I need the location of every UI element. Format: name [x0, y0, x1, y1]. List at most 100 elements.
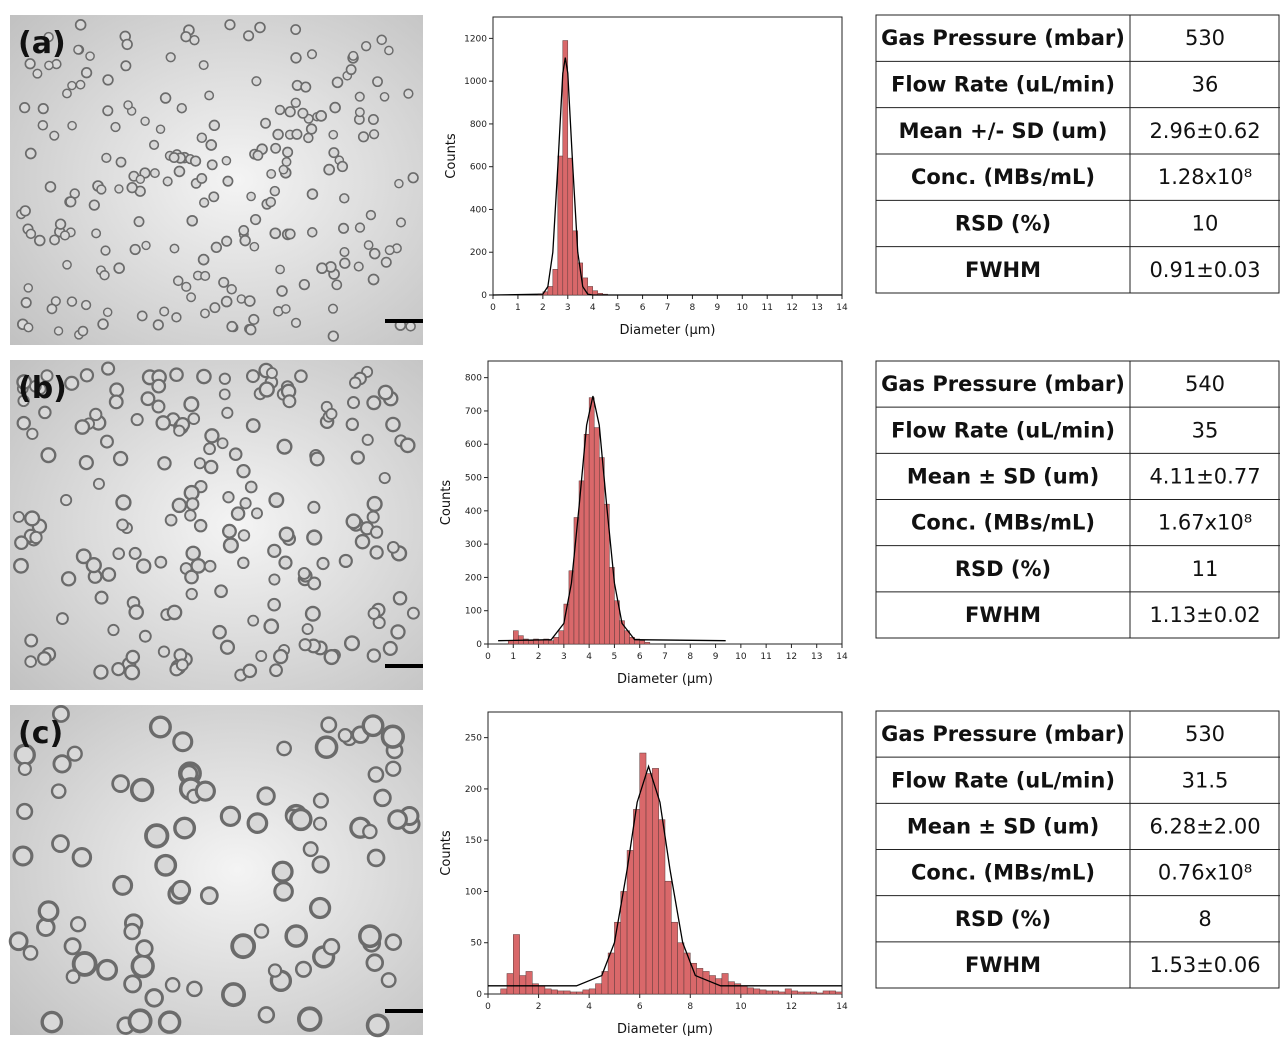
bubble	[196, 132, 208, 144]
y-tick-label: 0	[476, 640, 482, 650]
scale-bar	[385, 664, 423, 668]
bubble	[53, 326, 64, 336]
y-tick-label: 200	[465, 785, 482, 795]
bubble	[316, 262, 328, 275]
bubble	[96, 958, 119, 981]
table-value: 8	[1198, 907, 1211, 931]
bubble	[212, 624, 227, 640]
bubble	[369, 525, 384, 539]
bubble	[16, 802, 34, 821]
bubble	[181, 281, 192, 292]
bubble	[226, 284, 237, 295]
bubble	[80, 67, 93, 79]
bubble	[385, 416, 401, 433]
histogram-bar	[829, 990, 836, 995]
x-tick-label: 14	[836, 652, 848, 662]
histogram-bar	[740, 985, 748, 995]
bubble	[22, 945, 39, 961]
bubble	[307, 500, 321, 514]
table-value: 530	[1185, 722, 1225, 746]
histogram-bar	[822, 990, 830, 995]
bubble	[284, 924, 309, 948]
bubble	[304, 605, 321, 622]
histogram-bar	[778, 991, 786, 995]
histogram-bar	[759, 989, 767, 995]
bubble	[67, 120, 77, 131]
bubble	[94, 590, 109, 605]
bubble	[144, 988, 164, 1008]
bubble	[290, 52, 302, 64]
bubble	[403, 88, 414, 99]
bubble	[151, 399, 166, 414]
histogram-bar	[563, 990, 571, 995]
bubble	[219, 805, 242, 828]
bubble	[366, 648, 382, 663]
bubble	[345, 417, 359, 432]
bubble	[120, 60, 132, 72]
histogram-bar	[626, 850, 634, 995]
bubble	[12, 510, 25, 523]
histogram-bar	[746, 987, 754, 995]
y-tick-label: 100	[465, 887, 482, 897]
x-tick-label: 6	[637, 652, 643, 662]
table-key: Flow Rate (uL/min)	[891, 418, 1115, 442]
bubble	[205, 139, 218, 151]
bubble	[123, 922, 141, 941]
histogram-bar	[557, 155, 564, 296]
bubble	[157, 645, 171, 658]
panel-label: (c)	[18, 716, 63, 751]
bubble	[395, 217, 407, 228]
bubble	[204, 90, 215, 101]
bubble	[210, 241, 223, 254]
bubble	[19, 205, 31, 217]
bubble	[123, 100, 133, 110]
y-tick-label: 0	[476, 990, 482, 1000]
bubble	[203, 442, 216, 456]
bubble	[366, 395, 382, 411]
x-tick-label: 0	[490, 303, 496, 313]
bubble	[362, 823, 378, 840]
bubble	[50, 783, 67, 800]
bubble	[111, 662, 126, 677]
histogram-bar	[803, 991, 811, 995]
bubble	[62, 88, 72, 99]
bubble	[108, 394, 124, 410]
bubble	[338, 553, 353, 569]
bubble	[327, 303, 339, 314]
bubble	[245, 324, 257, 336]
bubble	[224, 19, 236, 31]
bubble	[354, 533, 371, 550]
histogram-bar	[671, 921, 678, 995]
bubble	[85, 51, 95, 61]
bubble	[69, 916, 87, 933]
histogram-bar	[816, 992, 824, 995]
bubble	[251, 76, 262, 87]
bubble	[44, 181, 57, 193]
bubble	[275, 264, 285, 275]
histogram-bar	[639, 640, 646, 645]
bubble	[392, 590, 408, 606]
bubble	[152, 319, 164, 331]
bubble	[128, 604, 145, 620]
bubble	[43, 31, 54, 43]
y-axis-label: Counts	[439, 830, 454, 876]
bubble	[159, 92, 172, 104]
bubble	[230, 933, 257, 960]
bubble	[110, 121, 121, 133]
bubble	[378, 471, 391, 485]
bubble	[129, 777, 155, 803]
bubble	[189, 34, 200, 46]
table-key: Flow Rate (uL/min)	[891, 73, 1115, 97]
bubble	[148, 715, 172, 739]
table-value: 31.5	[1182, 768, 1229, 792]
bubble	[112, 874, 134, 896]
bubble	[169, 243, 180, 254]
bubble	[405, 321, 416, 332]
bubble	[309, 451, 325, 467]
x-tick-label: 5	[612, 652, 618, 662]
bubble	[221, 406, 234, 419]
x-tick-label: 7	[662, 652, 668, 662]
bubble	[218, 372, 231, 385]
histogram-bar	[599, 457, 605, 645]
